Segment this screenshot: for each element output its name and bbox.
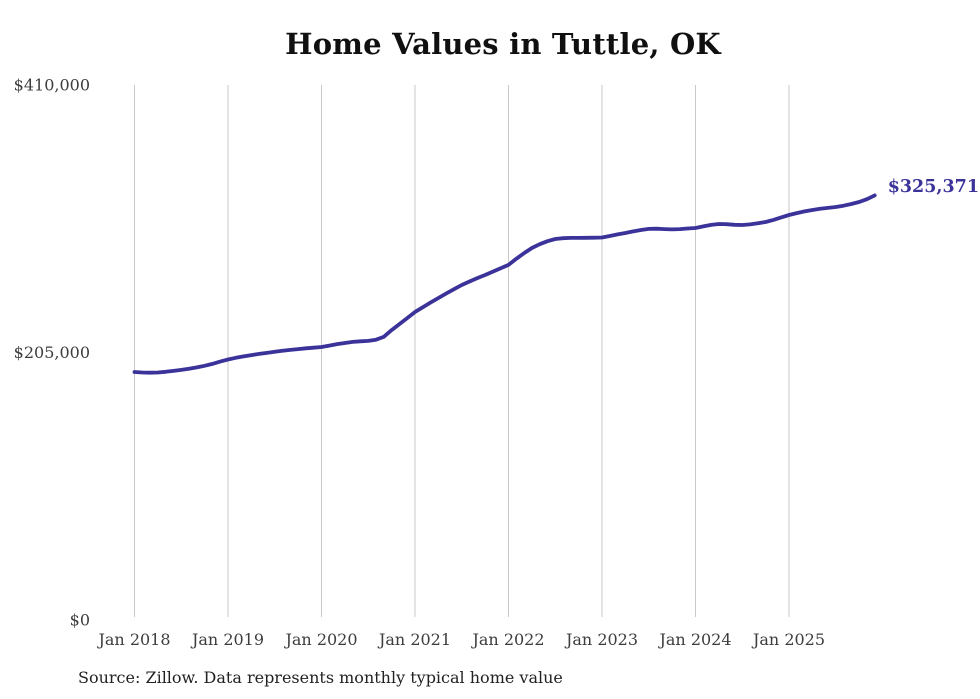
x-axis-tick-label: Jan 2023 (564, 630, 638, 649)
end-value-label: $325,371 (887, 177, 980, 198)
x-axis-tick-label: Jan 2024 (657, 630, 731, 649)
gridlines-group (134, 85, 790, 617)
x-axis-tick-label: Jan 2018 (96, 630, 170, 649)
chart-title: Home Values in Tuttle, OK (285, 27, 721, 61)
source-note: Source: Zillow. Data represents monthly … (78, 668, 563, 687)
x-axis-tick-label: Jan 2020 (283, 630, 357, 649)
x-axis-tick-label: Jan 2021 (377, 630, 451, 649)
y-axis-tick-label: $0 (70, 611, 90, 630)
x-axis-tick-label: Jan 2025 (751, 630, 825, 649)
y-axis-tick-label: $410,000 (14, 76, 90, 95)
home-value-line-series (132, 193, 877, 375)
x-axis-tick-label: Jan 2022 (470, 630, 544, 649)
x-axis-tick-labels: Jan 2018 Jan 2019 Jan 2020 Jan 2021 Jan 2022… (96, 630, 825, 649)
y-axis-tick-label: $205,000 (14, 343, 90, 362)
x-axis-tick-label: Jan 2019 (190, 630, 264, 649)
y-axis-tick-labels: $410,000 $205,000 $0 (14, 76, 90, 630)
